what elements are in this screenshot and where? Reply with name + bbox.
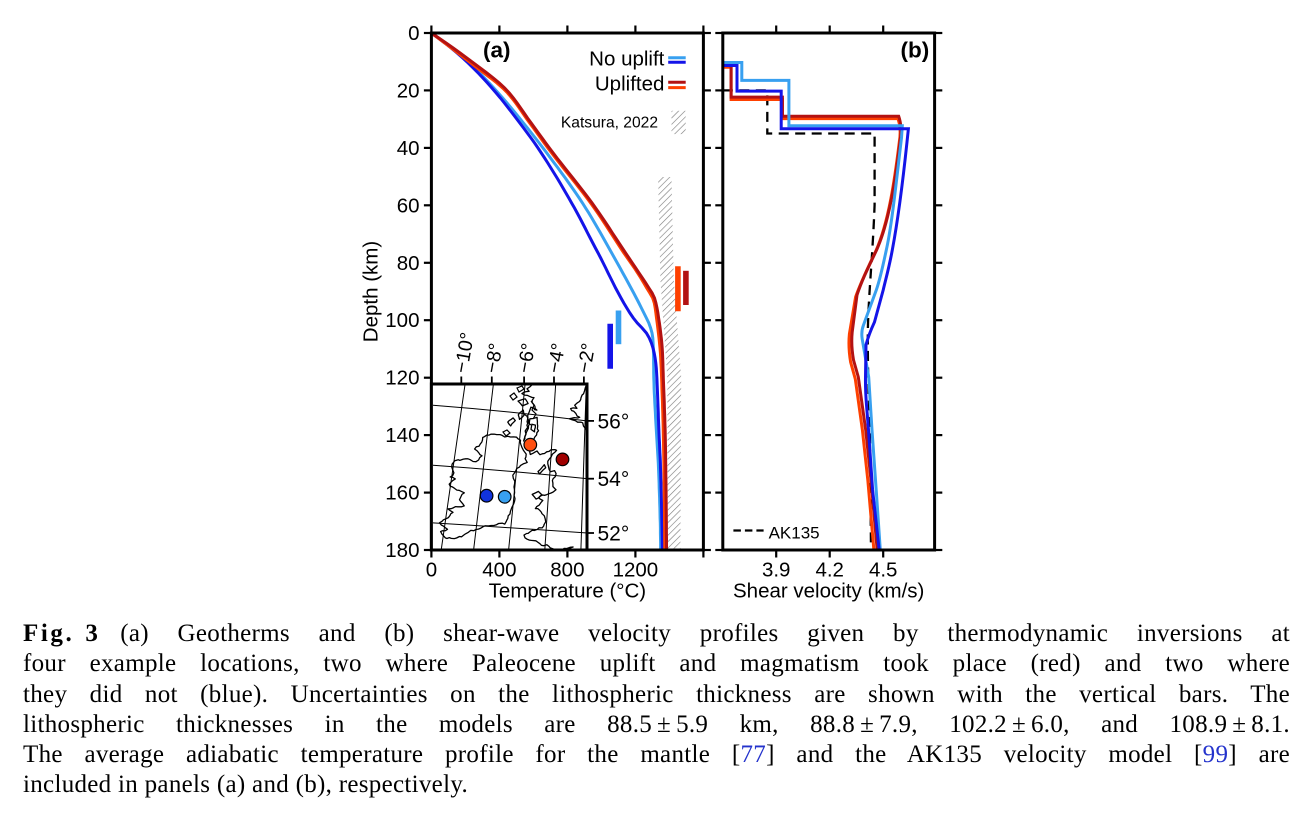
svg-text:100: 100 xyxy=(385,309,419,332)
svg-text:0: 0 xyxy=(426,559,437,582)
svg-text:52°: 52° xyxy=(598,522,630,545)
svg-text:20: 20 xyxy=(397,79,420,102)
svg-text:1200: 1200 xyxy=(613,559,659,582)
svg-text:0: 0 xyxy=(408,22,419,45)
svg-text:140: 140 xyxy=(385,424,419,447)
svg-text:(b): (b) xyxy=(901,38,930,63)
svg-text:Katsura, 2022: Katsura, 2022 xyxy=(561,114,658,131)
svg-text:−2°: −2° xyxy=(573,341,600,374)
svg-text:(a): (a) xyxy=(483,38,511,63)
svg-text:AK135: AK135 xyxy=(769,524,820,543)
svg-text:−6°: −6° xyxy=(513,341,540,374)
svg-text:160: 160 xyxy=(385,482,419,505)
svg-text:No uplift: No uplift xyxy=(589,47,665,70)
svg-text:Shear velocity (km/s): Shear velocity (km/s) xyxy=(733,580,924,603)
svg-text:4.2: 4.2 xyxy=(815,559,844,582)
svg-text:3.9: 3.9 xyxy=(762,559,791,582)
svg-text:180: 180 xyxy=(385,539,419,562)
svg-text:60: 60 xyxy=(397,194,420,217)
svg-text:400: 400 xyxy=(482,559,516,582)
svg-text:800: 800 xyxy=(550,559,584,582)
svg-text:−4°: −4° xyxy=(543,341,570,374)
svg-text:120: 120 xyxy=(385,367,419,390)
svg-text:Uplifted: Uplifted xyxy=(595,73,665,96)
svg-text:Depth (km): Depth (km) xyxy=(360,241,383,342)
svg-text:−8°: −8° xyxy=(481,341,508,374)
svg-text:54°: 54° xyxy=(598,468,630,491)
svg-text:56°: 56° xyxy=(598,410,630,433)
svg-text:40: 40 xyxy=(397,137,420,160)
svg-text:Temperature (°C): Temperature (°C) xyxy=(489,580,646,603)
svg-text:−10°: −10° xyxy=(450,331,479,375)
svg-text:80: 80 xyxy=(397,252,420,275)
svg-text:4.5: 4.5 xyxy=(869,559,898,582)
